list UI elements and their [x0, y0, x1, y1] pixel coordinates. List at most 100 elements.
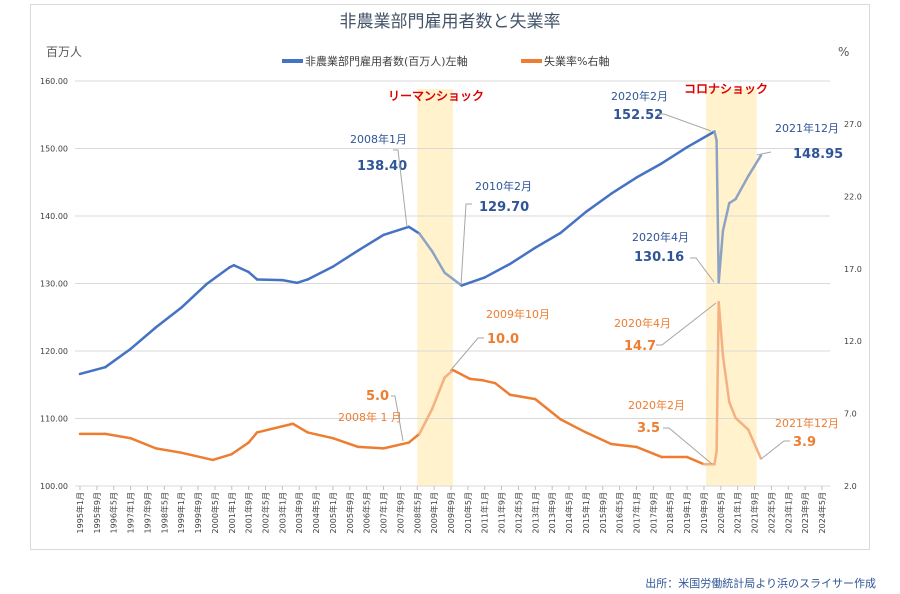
- employment-line-segment: [717, 229, 725, 284]
- left-axis-tick-label: 130.00: [40, 280, 68, 289]
- unemployment-line-segment: [584, 431, 613, 446]
- x-axis-tick-label: 2019年9月: [699, 492, 709, 533]
- x-axis-tick-label: 2004年5月: [311, 492, 321, 533]
- employment-line-segment: [508, 246, 537, 266]
- employment-line-segment: [331, 249, 360, 268]
- x-axis-tick-label: 2014年5月: [564, 492, 574, 533]
- x-axis-tick-label: 2021年1月: [733, 492, 743, 533]
- annotation-date: 2021年12月: [775, 121, 839, 135]
- unemployment-line-segment: [717, 300, 725, 357]
- x-axis-tick-label: 2009年9月: [446, 492, 456, 533]
- annotation-date: 2010年2月: [475, 179, 532, 193]
- right-axis-tick-label: 17.0: [844, 265, 862, 274]
- unemployment-line-segment: [407, 432, 421, 444]
- right-axis-tick-label: 7.0: [844, 410, 857, 419]
- annotation-date: 2021年12月: [775, 416, 839, 430]
- x-axis-tick-label: 2000年5月: [210, 492, 220, 533]
- x-axis-tick-label: 1996年5月: [109, 492, 119, 533]
- unemployment-line-segment: [559, 418, 588, 434]
- x-axis-tick-label: 2012年5月: [513, 492, 523, 533]
- x-axis-tick-label: 2015年1月: [581, 492, 591, 533]
- employment-line-segment: [460, 276, 486, 287]
- legend-label-employment: 非農業部門雇用者数(百万人)左軸: [305, 54, 468, 68]
- x-axis-tick-label: 2011年9月: [497, 492, 507, 533]
- unemployment-line-segment: [247, 431, 259, 444]
- shade-label-corona: コロナショック: [684, 82, 768, 96]
- unemployment-line-segment: [104, 432, 132, 440]
- unemployment-line-segment: [451, 368, 472, 381]
- unemployment-line-segment: [534, 397, 562, 421]
- annotation-date: 2020年4月: [632, 230, 689, 244]
- annotation-value: 5.0: [366, 389, 389, 404]
- employment-line-segment: [232, 264, 250, 274]
- left-axis-tick-label: 100.00: [40, 482, 68, 491]
- unemployment-line-segment: [715, 300, 720, 453]
- unemployment-line-segment: [481, 379, 497, 385]
- x-axis-tick-label: 2013年9月: [547, 492, 557, 533]
- unemployment-line-segment: [494, 381, 512, 397]
- x-axis-tick-label: 2023年9月: [800, 492, 810, 533]
- unemployment-line-segment: [129, 436, 158, 450]
- x-axis-tick-label: 2017年1月: [632, 492, 642, 533]
- unemployment-line-segment: [331, 436, 360, 449]
- shade-label-lehman: リーマンショック: [388, 89, 484, 103]
- unemployment-line-segment: [418, 408, 434, 436]
- x-axis-tick-label: 1999年9月: [193, 492, 203, 533]
- x-axis-tick-label: 2005年9月: [345, 492, 355, 533]
- unemployment-line-segment: [721, 354, 731, 404]
- employment-line-segment: [407, 225, 421, 235]
- employment-line-segment: [281, 278, 299, 285]
- left-axis-unit: 百万人: [46, 45, 82, 59]
- x-axis-tick-label: 2019年1月: [682, 492, 692, 533]
- unemployment-line-segment: [468, 377, 484, 382]
- employment-line-segment: [534, 231, 562, 249]
- x-axis-tick-label: 1995年1月: [75, 492, 85, 533]
- x-axis-tick-label: 2009年1月: [429, 492, 439, 533]
- employment-line-segment: [746, 154, 763, 178]
- employment-line-segment: [179, 282, 208, 310]
- annotation-date: 2009年10月: [486, 307, 550, 321]
- employment-line-segment: [483, 262, 512, 279]
- employment-line-segment: [295, 278, 309, 285]
- right-axis-tick-label: 2.0: [844, 482, 857, 491]
- unemployment-line-segment: [685, 455, 706, 466]
- left-axis-tick-label: 150.00: [40, 145, 68, 154]
- x-axis-tick-label: 2003年9月: [294, 492, 304, 533]
- employment-line-segment: [430, 249, 446, 274]
- annotation-date: 2020年2月: [628, 398, 685, 412]
- x-axis-tick-label: 2008年5月: [412, 492, 422, 533]
- annotation-value: 130.16: [634, 250, 684, 265]
- unemployment-line-segment: [430, 376, 446, 411]
- annotation-date: 2008年 1 月: [338, 410, 402, 424]
- employment-line-segment: [559, 210, 588, 235]
- annotation-value: 3.9: [793, 435, 816, 450]
- annotation-value: 14.7: [624, 339, 656, 354]
- unemployment-line-segment: [728, 400, 737, 420]
- employment-line-segment: [382, 225, 411, 237]
- annotation-value: 148.95: [793, 147, 843, 162]
- x-axis-tick-label: 2001年1月: [227, 492, 237, 533]
- annotation-date: 2008年1月: [350, 132, 407, 146]
- employment-line-segment: [584, 192, 613, 214]
- unemployment-line-segment: [443, 368, 455, 379]
- x-axis-tick-label: 2007年1月: [379, 492, 389, 533]
- unemployment-line-segment: [357, 445, 385, 450]
- unemployment-line-segment: [211, 452, 234, 462]
- right-axis-tick-label: 27.0: [844, 120, 862, 129]
- unemployment-line-segment: [179, 451, 215, 462]
- annotation-value: 10.0: [487, 332, 519, 347]
- shaded-period: [706, 89, 757, 486]
- left-axis-tick-label: 110.00: [40, 415, 68, 424]
- annotation-value: 138.40: [357, 159, 407, 174]
- unemployment-line-segment: [255, 422, 295, 434]
- x-axis-tick-label: 2013年1月: [530, 492, 540, 533]
- employment-line-segment: [129, 326, 158, 351]
- x-axis-tick-label: 1997年1月: [126, 492, 136, 533]
- x-axis-tick-label: 2010年5月: [463, 492, 473, 533]
- x-axis-tick-label: 2022年5月: [766, 492, 776, 533]
- unemployment-line-segment: [306, 431, 335, 440]
- x-axis-tick-label: 1998年5月: [159, 492, 169, 533]
- employment-line-segment: [357, 233, 385, 252]
- employment-line-segment: [255, 278, 284, 282]
